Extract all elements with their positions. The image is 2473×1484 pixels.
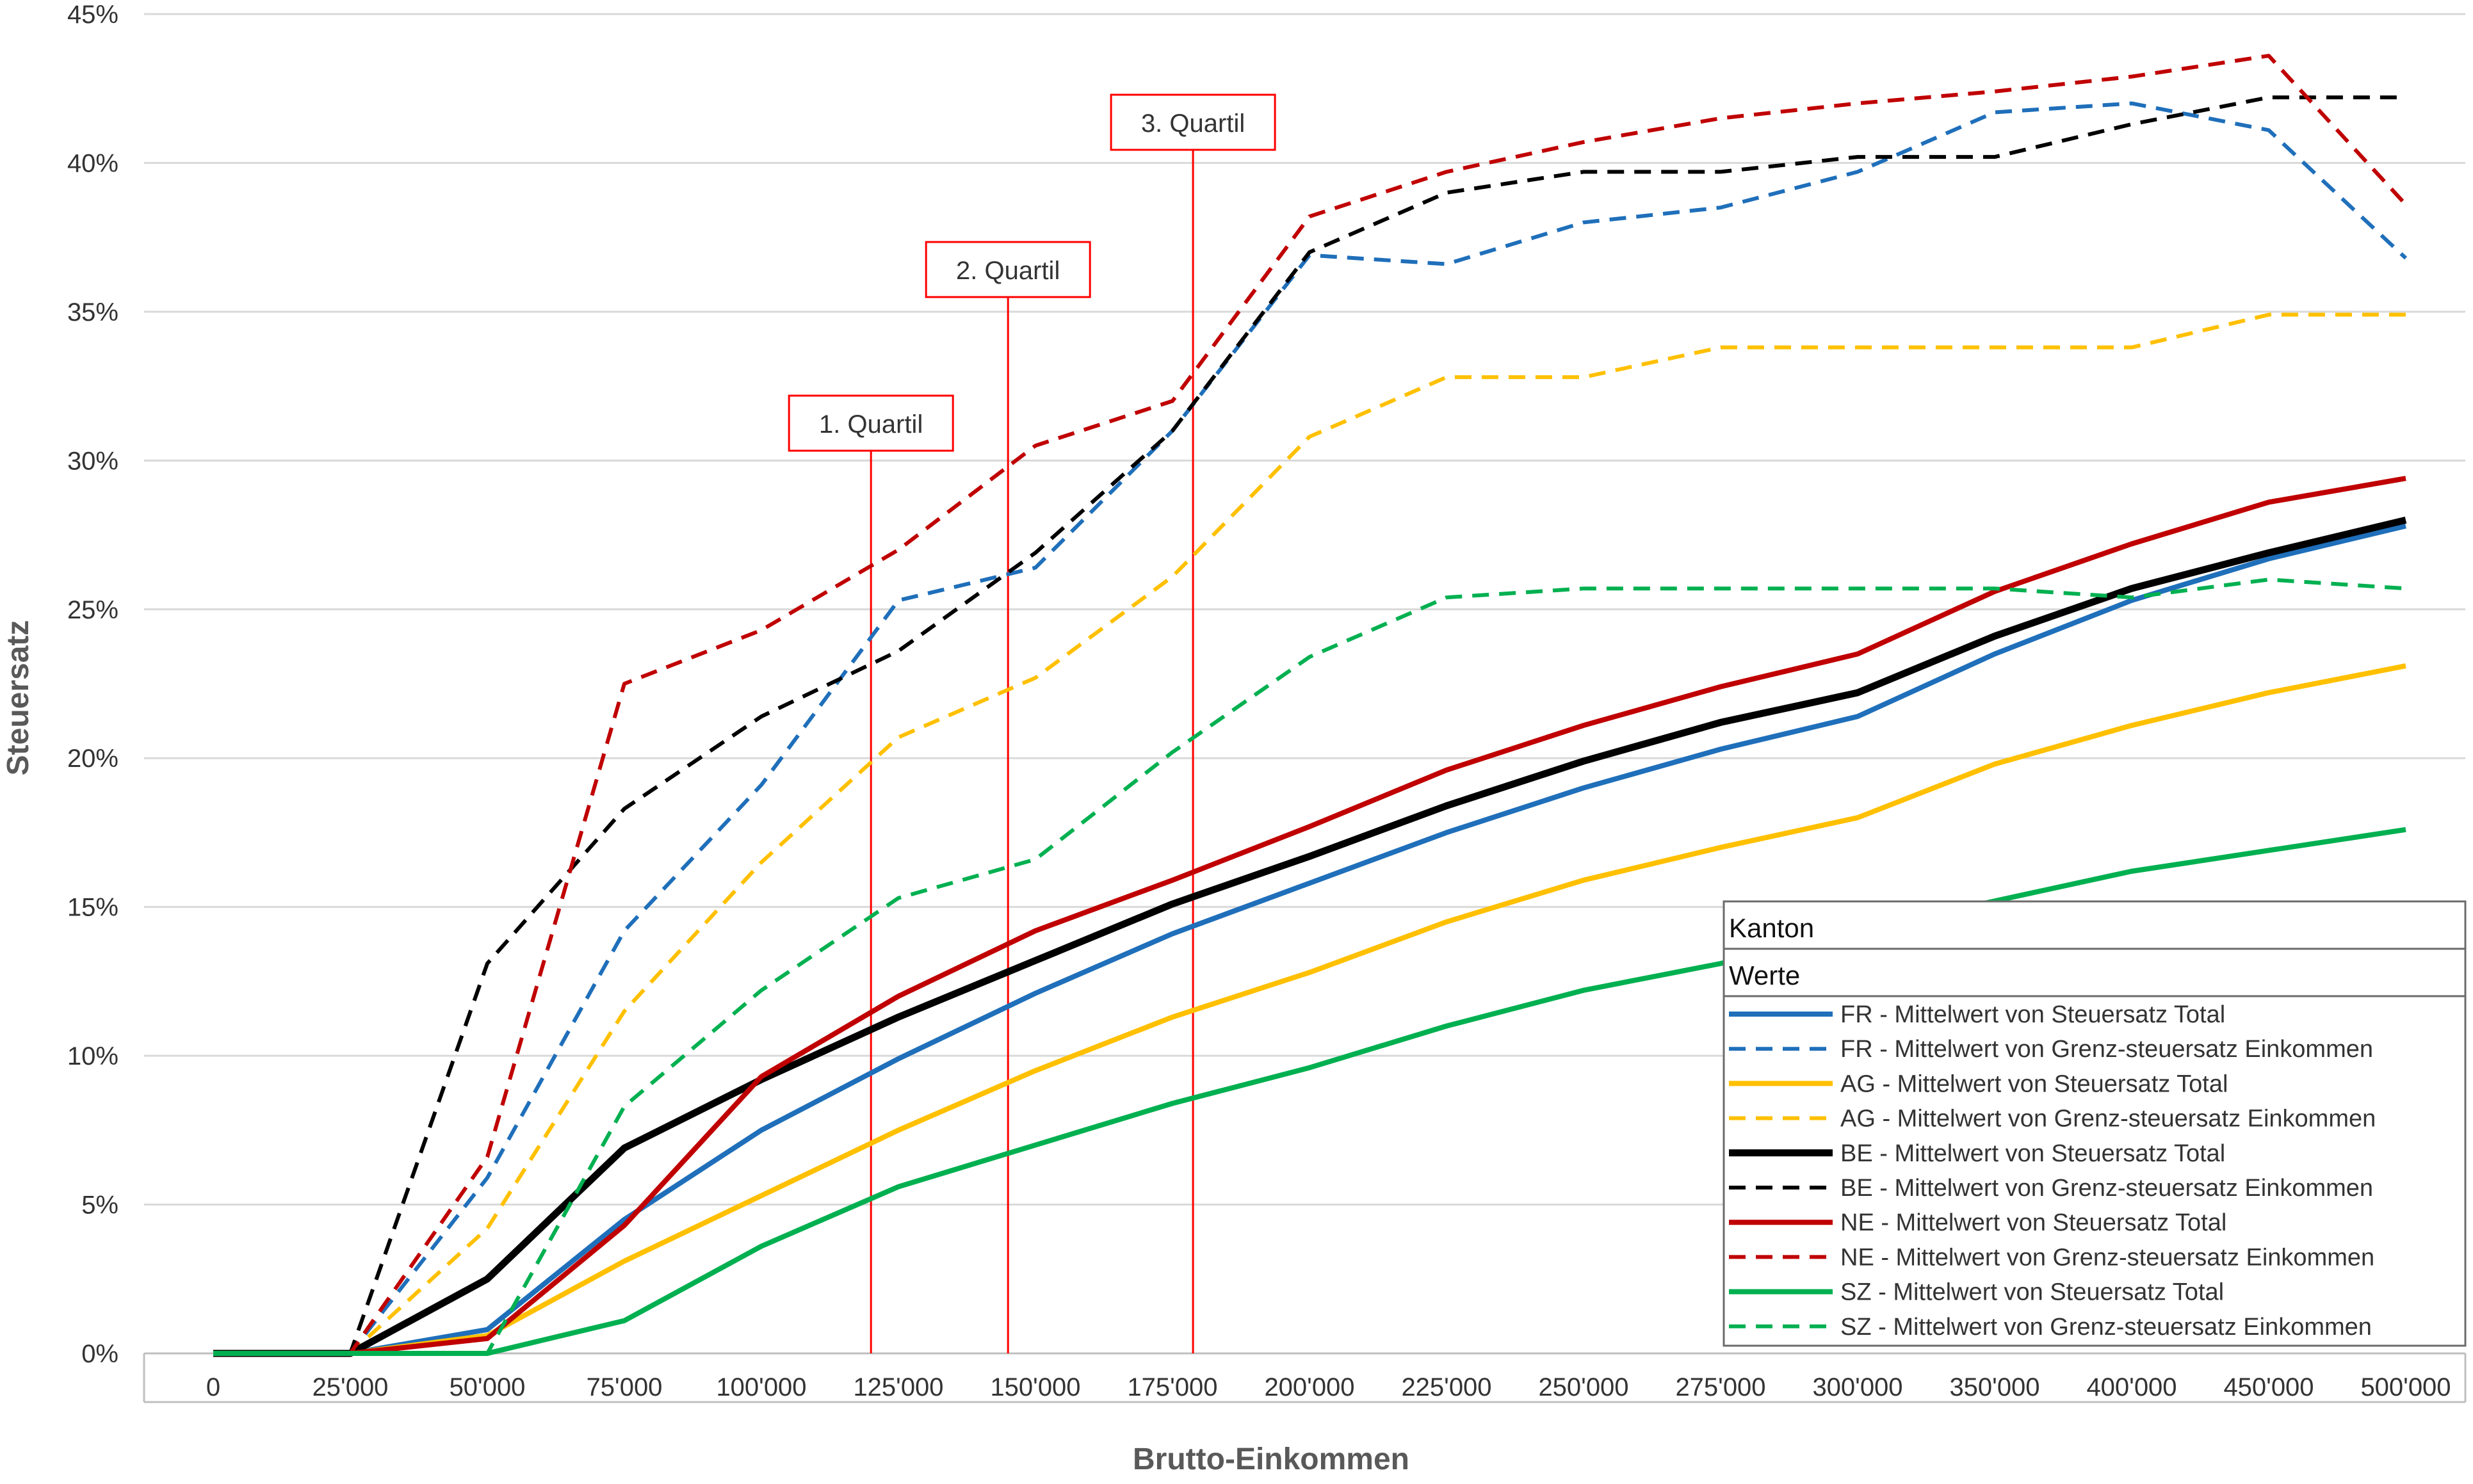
legend-entry-label: SZ - Mittelwert von Grenz-steuersatz Ein… [1840, 1314, 2372, 1341]
series-line-ne-total [213, 476, 2406, 1356]
y-tick-label: 35% [67, 298, 118, 327]
x-tick-label: 500'000 [2360, 1373, 2451, 1401]
x-tick-label: 275'000 [1675, 1373, 1765, 1401]
legend-entry-label: NE - Mittelwert von Grenz-steuersatz Ein… [1840, 1244, 2374, 1271]
quartile-label: 3. Quartil [1141, 109, 1245, 138]
legend-entry-label: BE - Mittelwert von Steuersatz Total [1840, 1140, 2225, 1167]
series-line-ag-grenz [213, 312, 2406, 1355]
quartile-annotations: 1. Quartil 2. Quartil 3. Quartil [788, 93, 1276, 1353]
legend-entry-label: NE - Mittelwert von Steuersatz Total [1840, 1209, 2226, 1236]
data-series [213, 54, 2408, 1357]
x-tick-label: 50'000 [450, 1373, 526, 1401]
y-tick-label: 10% [67, 1042, 118, 1070]
series-line-ag-total [213, 663, 2406, 1356]
quartile-label: 2. Quartil [956, 257, 1060, 285]
series-line-sz-grenz [213, 577, 2406, 1355]
y-tick-label: 5% [81, 1191, 118, 1220]
series-line-fr-total [213, 523, 2406, 1356]
x-tick-label: 150'000 [990, 1373, 1080, 1401]
y-tick-label: 40% [67, 149, 118, 177]
y-tick-label: 0% [81, 1340, 118, 1368]
legend-entry-label: AG - Mittelwert von Steuersatz Total [1840, 1070, 2228, 1097]
legend-entry-label: FR - Mittelwert von Steuersatz Total [1840, 1001, 2225, 1028]
y-axis-title: Steuersatz [1, 620, 35, 776]
x-tick-label: 250'000 [1538, 1373, 1628, 1401]
x-tick-label: 350'000 [1949, 1373, 2039, 1401]
x-tick-label: 450'000 [2223, 1373, 2314, 1401]
legend-header-kanton: Kanton [1729, 913, 1814, 943]
legend-entry-label: SZ - Mittelwert von Steuersatz Total [1840, 1279, 2224, 1306]
gridlines [144, 13, 2465, 1355]
legend-entry-label: FR - Mittelwert von Grenz-steuersatz Ein… [1840, 1036, 2373, 1063]
x-tick-label: 100'000 [716, 1373, 806, 1401]
x-tick-label: 125'000 [853, 1373, 943, 1401]
x-tick-label: 200'000 [1264, 1373, 1354, 1401]
x-tick-label: 75'000 [587, 1373, 663, 1401]
x-tick-label: 175'000 [1127, 1373, 1217, 1401]
x-tick-label: 25'000 [312, 1373, 389, 1401]
legend-box [1723, 900, 2467, 1347]
x-tick-label: 0 [206, 1373, 220, 1401]
quartile-label-box [925, 241, 1091, 298]
y-tick-label: 20% [67, 745, 118, 773]
quartile-label: 1. Quartil [819, 410, 923, 439]
legend-header-werte: Werte [1729, 960, 1800, 990]
y-tick-label: 30% [67, 447, 118, 475]
y-tick-label: 45% [67, 1, 118, 29]
quartile-label-box [1110, 93, 1276, 151]
x-axis-title: Brutto-Einkommen [1133, 1442, 1409, 1476]
legend-entry-label: BE - Mittelwert von Grenz-steuersatz Ein… [1840, 1175, 2373, 1202]
legend-entry-label: AG - Mittelwert von Grenz-steuersatz Ein… [1840, 1106, 2376, 1133]
y-tick-label: 25% [67, 596, 118, 624]
series-line-sz-total [213, 827, 2406, 1356]
quartile-label-box [788, 394, 954, 452]
y-tick-label: 15% [67, 894, 118, 922]
axes [143, 1353, 2467, 1403]
x-tick-label: 225'000 [1401, 1373, 1491, 1401]
series-line-be-grenz [213, 95, 2406, 1355]
x-tick-label: 300'000 [1812, 1373, 1902, 1401]
x-tick-label: 400'000 [2086, 1373, 2177, 1401]
series-line-ne-grenz [213, 54, 2408, 1355]
legend: Kanton Werte FR - Mittelwert von Steuersat… [1723, 900, 2467, 1347]
